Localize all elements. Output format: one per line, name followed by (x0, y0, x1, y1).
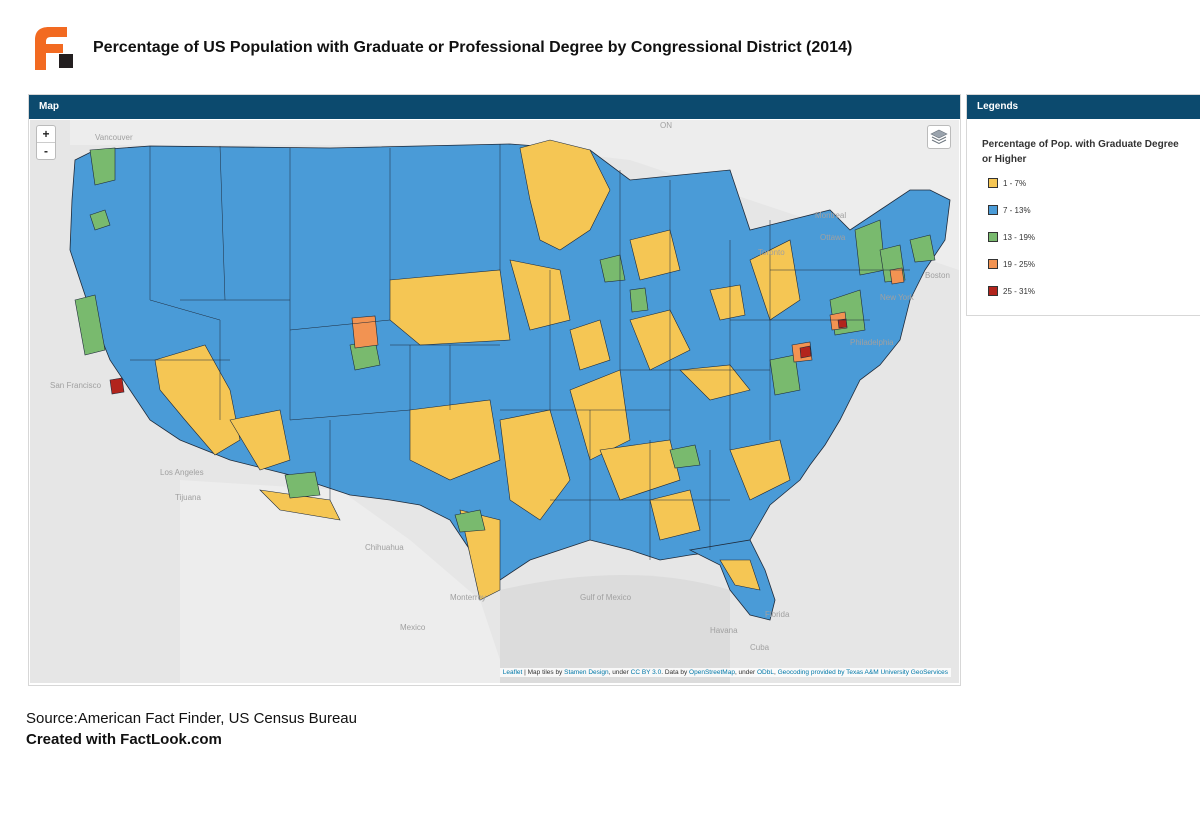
legend-label: 13 - 19% (1003, 232, 1036, 242)
source-note: Source:American Fact Finder, US Census B… (26, 710, 357, 727)
leaflet-link[interactable]: Leaflet (502, 669, 523, 676)
legend-swatch (988, 259, 998, 269)
place-label: Los Angeles (160, 468, 204, 477)
legend-item: 25 - 31% (988, 285, 1200, 297)
districts-13-19 (74, 147, 936, 533)
legend-label: 19 - 25% (1003, 259, 1036, 269)
odbl-link[interactable]: ODbL (756, 669, 774, 676)
place-label: Boston (925, 271, 950, 280)
place-label: Toronto (758, 248, 785, 257)
zoom-out-button[interactable]: - (37, 142, 55, 159)
geocoding-link[interactable]: Geocoding provided by Texas A&M Universi… (777, 669, 948, 676)
place-label: Cuba (750, 643, 770, 652)
legend-panel: Legends Percentage of Pop. with Graduate… (966, 94, 1200, 316)
layers-icon (930, 129, 948, 145)
place-label: Montreal (815, 211, 846, 220)
place-label: Vancouver (95, 133, 133, 142)
osm-link[interactable]: OpenStreetMap (689, 669, 735, 676)
map-view[interactable]: Vancouver ON Montreal Toronto Ottawa Bos… (30, 120, 959, 683)
logo-f-shape (35, 27, 67, 70)
place-label: Mexico (400, 623, 426, 632)
page-title: Percentage of US Population with Graduat… (93, 39, 853, 56)
place-label: New York (880, 293, 915, 302)
stamen-link[interactable]: Stamen Design (564, 669, 609, 676)
logo-square (59, 54, 73, 68)
place-label: Havana (710, 626, 738, 635)
layers-button[interactable] (927, 125, 951, 149)
ccby-link[interactable]: CC BY 3.0 (630, 669, 662, 676)
legend-panel-header: Legends (967, 95, 1200, 119)
legend-swatch (988, 178, 998, 188)
place-label: San Francisco (50, 381, 102, 390)
legend-title: Percentage of Pop. with Graduate Degree … (982, 139, 1179, 165)
place-label: Monterrey (450, 593, 486, 602)
place-label: ON (660, 121, 672, 130)
factlook-logo (35, 27, 73, 70)
zoom-control: + - (36, 125, 56, 160)
map-panel-header: Map (29, 95, 960, 119)
map-panel: Map (28, 94, 961, 686)
legend-item: 7 - 13% (988, 204, 1200, 216)
map-attribution: Leaflet | Map tiles by Stamen Design, un… (499, 668, 951, 677)
gulf-of-mexico (500, 575, 730, 683)
legend-swatch (988, 286, 998, 296)
district-boundaries (130, 144, 910, 560)
legend-item: 13 - 19% (988, 231, 1200, 243)
place-label: Gulf of Mexico (580, 593, 632, 602)
place-label: Ottawa (820, 233, 846, 242)
mexico-land (180, 480, 550, 683)
legend-label: 7 - 13% (1003, 205, 1031, 215)
legend-item: 19 - 25% (988, 258, 1200, 270)
districts-1-7 (154, 139, 801, 601)
legend-item: 1 - 7% (988, 177, 1200, 189)
canada-land (70, 120, 959, 270)
legend-swatch (988, 205, 998, 215)
created-with-note: Created with FactLook.com (26, 731, 222, 748)
legend-label: 1 - 7% (1003, 178, 1027, 188)
districts-25-31 (109, 318, 848, 395)
map-canvas[interactable]: Vancouver ON Montreal Toronto Ottawa Bos… (30, 120, 959, 683)
place-label: Tijuana (175, 493, 201, 502)
zoom-in-button[interactable]: + (42, 127, 50, 141)
legend-label: 25 - 31% (1003, 286, 1036, 296)
legend-swatch (988, 232, 998, 242)
place-label: Chihuahua (365, 543, 404, 552)
place-label: Philadelphia (850, 338, 894, 347)
place-label: Florida (765, 610, 790, 619)
